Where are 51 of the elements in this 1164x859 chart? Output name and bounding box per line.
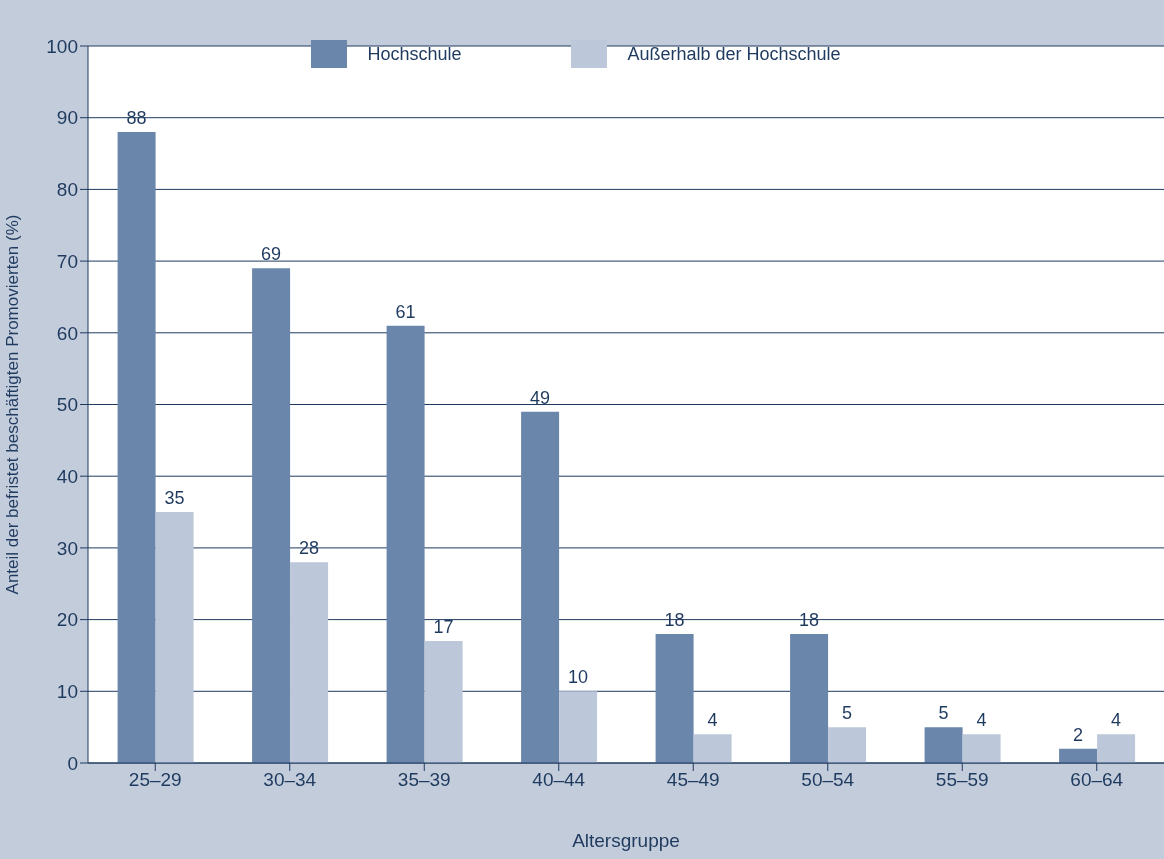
x-tick-label: 25–29 (128, 769, 182, 791)
data-label: 10 (568, 667, 589, 688)
x-tick-label: 50–54 (801, 769, 855, 791)
x-tick-label: 55–59 (935, 769, 989, 791)
data-label: 5 (938, 703, 949, 724)
y-tick-label: 90 (56, 107, 78, 129)
x-tick-label: 60–64 (1070, 769, 1124, 791)
bar (386, 325, 425, 763)
bar (790, 633, 829, 763)
x-tick-label: 35–39 (397, 769, 451, 791)
data-label: 17 (433, 617, 454, 638)
data-label: 2 (1073, 724, 1084, 745)
data-label: 61 (395, 301, 416, 322)
data-label: 4 (1111, 710, 1122, 731)
data-label: 5 (842, 703, 853, 724)
y-tick-label: 100 (46, 35, 78, 57)
bar (655, 633, 694, 763)
y-tick-label: 50 (56, 394, 78, 416)
y-tick-label: 80 (56, 179, 78, 201)
y-tick-label: 20 (56, 609, 78, 631)
y-tick-label: 70 (56, 250, 78, 272)
data-label: 69 (261, 244, 282, 265)
x-tick-label: 45–49 (666, 769, 720, 791)
bar (962, 734, 1001, 763)
y-tick-label: 0 (67, 752, 78, 774)
x-tick-label: 40–44 (532, 769, 586, 791)
bar (693, 734, 732, 763)
bar (290, 562, 329, 763)
y-tick-label: 40 (56, 465, 78, 487)
data-label: 4 (976, 710, 987, 731)
y-axis-title: Anteil der befristet beschäftigten Promovierten (%) (3, 214, 23, 595)
bar (155, 512, 194, 763)
bar (924, 727, 963, 763)
bar (1097, 734, 1136, 763)
y-tick-label: 30 (56, 537, 78, 559)
y-tick-label: 60 (56, 322, 78, 344)
data-label: 35 (164, 488, 185, 509)
bar (559, 691, 598, 763)
legend-label: Hochschule (367, 43, 462, 65)
bar (424, 641, 463, 763)
bar (1059, 748, 1098, 763)
data-label: 49 (530, 387, 551, 408)
x-axis-title: Altersgruppe (572, 830, 680, 851)
y-tick-label: 10 (56, 681, 78, 703)
bar (252, 268, 291, 763)
bar (117, 132, 156, 763)
bar (828, 727, 867, 763)
data-label: 4 (707, 710, 718, 731)
x-tick-label: 30–34 (263, 769, 317, 791)
bar (521, 411, 560, 763)
legend-label: Außerhalb der Hochschule (627, 43, 841, 65)
